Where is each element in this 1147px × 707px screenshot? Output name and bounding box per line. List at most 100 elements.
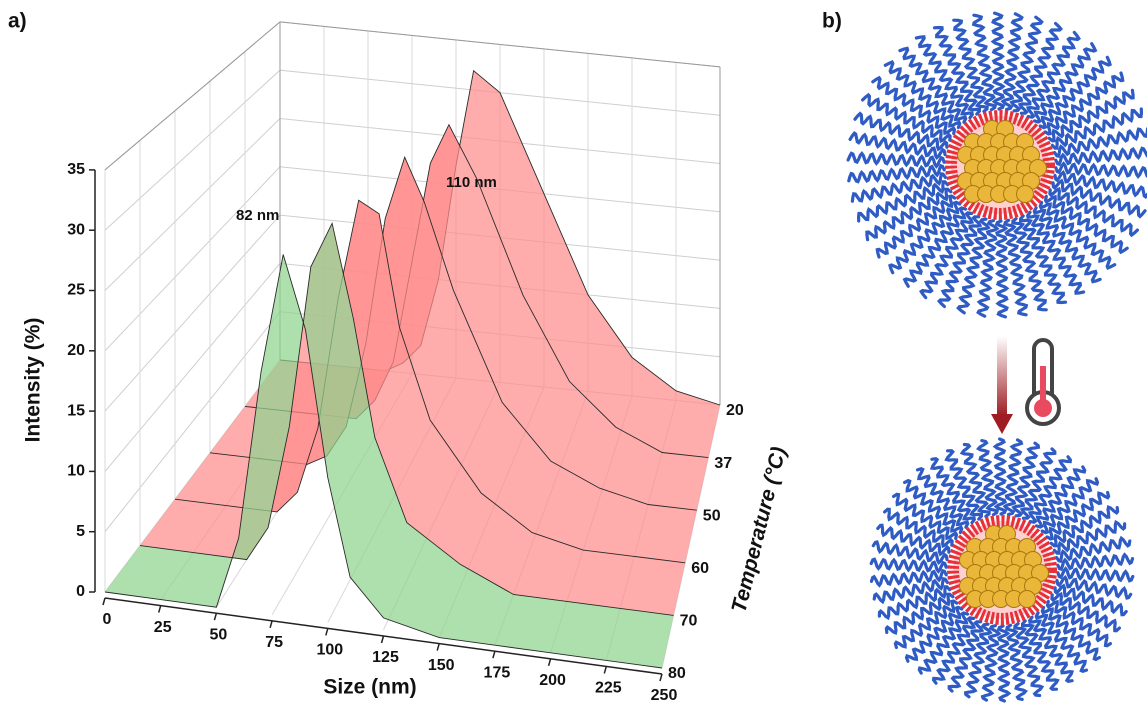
polymer-chain bbox=[917, 611, 970, 675]
y-tick-label: 10 bbox=[67, 463, 85, 480]
polymer-chain bbox=[869, 568, 948, 588]
polymer-chain bbox=[1048, 186, 1139, 238]
polymer-chain bbox=[1019, 447, 1057, 520]
nanoparticle bbox=[869, 437, 1135, 703]
x-tick bbox=[492, 650, 496, 659]
gold-atom bbox=[1018, 590, 1036, 608]
polymer-chain bbox=[1004, 623, 1029, 701]
polymer-chain bbox=[1019, 214, 1068, 305]
depth-tick-label: 80 bbox=[668, 665, 686, 682]
polymer-chain bbox=[872, 577, 949, 605]
polymer-chain bbox=[1038, 55, 1112, 130]
y-tick-label: 25 bbox=[67, 282, 85, 299]
x-tick-label: 150 bbox=[428, 657, 455, 674]
polymer-chain bbox=[980, 624, 1002, 702]
polymer-chain bbox=[883, 60, 962, 130]
x-tick-label: 0 bbox=[103, 611, 112, 628]
polymer-chain bbox=[1054, 161, 1147, 179]
panel-label: a) bbox=[8, 10, 27, 33]
illustration bbox=[846, 11, 1147, 703]
box-edge bbox=[279, 21, 721, 68]
surface bbox=[104, 69, 721, 669]
polymer-chain bbox=[1051, 178, 1147, 219]
polymer-chain bbox=[994, 219, 1010, 319]
polymer-chain bbox=[1056, 566, 1135, 583]
polymer-chain bbox=[1028, 615, 1075, 683]
panel-label: b) bbox=[822, 10, 842, 33]
polymer-chain bbox=[971, 13, 998, 112]
polymer-chain bbox=[915, 466, 970, 529]
x-tick bbox=[157, 605, 162, 613]
x-tick-label: 225 bbox=[595, 680, 622, 697]
polymer-chain bbox=[1034, 465, 1087, 529]
polymer-chain bbox=[875, 194, 957, 259]
polymer-chain bbox=[919, 211, 975, 300]
depth-tick-label: 60 bbox=[691, 560, 709, 577]
polymer-chain bbox=[856, 180, 950, 223]
polymer-chain bbox=[893, 599, 959, 650]
depth-tick-label: 50 bbox=[703, 507, 721, 524]
polymer-chain bbox=[865, 187, 953, 242]
polymer-chain bbox=[992, 437, 1008, 516]
polymer-chain bbox=[959, 442, 991, 518]
polymer-chain bbox=[931, 616, 977, 685]
polymer-chain bbox=[1053, 169, 1147, 199]
y-tick-label: 20 bbox=[67, 342, 85, 359]
polymer-chain bbox=[1013, 622, 1045, 698]
x-tick-label: 125 bbox=[372, 649, 399, 666]
polymer-chain bbox=[936, 215, 983, 309]
polymer-chain bbox=[1026, 210, 1086, 295]
polymer-chain bbox=[1017, 21, 1064, 115]
series-line bbox=[139, 221, 674, 616]
polymer-chain bbox=[1034, 611, 1089, 674]
polymer-chain bbox=[963, 622, 993, 699]
polymer-chain bbox=[892, 492, 959, 541]
polymer-chain bbox=[956, 217, 991, 315]
x-tick-label: 25 bbox=[154, 619, 172, 636]
polymer-chain bbox=[846, 151, 946, 169]
polymer-chain bbox=[888, 200, 962, 275]
polymer-chain bbox=[877, 585, 952, 621]
x-tick bbox=[325, 628, 329, 636]
x-tick-label: 175 bbox=[484, 664, 511, 681]
polymer-chain bbox=[1032, 42, 1098, 124]
x-tick-label: 200 bbox=[539, 672, 566, 689]
polymer-chain bbox=[871, 540, 949, 566]
x-tick-label: 50 bbox=[210, 626, 228, 643]
depth-tick-label: 20 bbox=[726, 402, 744, 419]
polymer-chain bbox=[1025, 30, 1081, 119]
nanoparticle bbox=[846, 11, 1147, 319]
polymer-chain bbox=[1043, 71, 1125, 136]
x-tick-label: 75 bbox=[265, 634, 283, 651]
polymer-chain bbox=[1055, 574, 1133, 600]
polymer-chain bbox=[1002, 438, 1024, 516]
polymer-chain bbox=[902, 206, 968, 288]
polymer-chain bbox=[1045, 490, 1111, 541]
polymer-chain bbox=[848, 131, 947, 161]
polymer-chain bbox=[876, 523, 951, 557]
x-tick bbox=[436, 643, 440, 651]
x-tick bbox=[269, 620, 273, 629]
polymer-chain bbox=[1040, 605, 1101, 662]
polymer-chain bbox=[884, 592, 955, 636]
polymer-chain bbox=[1043, 194, 1129, 255]
polymer-chain bbox=[932, 25, 981, 116]
polymer-chain bbox=[1054, 146, 1147, 167]
polymer-chain bbox=[914, 35, 974, 120]
polymer-chain bbox=[952, 18, 989, 113]
x-tick bbox=[547, 658, 552, 667]
polymer-chain bbox=[1045, 599, 1112, 648]
polymer-chain bbox=[944, 449, 983, 521]
x-tick bbox=[380, 635, 385, 644]
polymer-chain bbox=[1032, 206, 1102, 284]
polymer-chain bbox=[1009, 15, 1044, 113]
polymer-chain bbox=[1052, 519, 1127, 555]
polymer-chain bbox=[850, 172, 947, 203]
depth-tick-label: 70 bbox=[680, 613, 698, 630]
polymer-chain bbox=[976, 219, 1000, 318]
polymer-chain bbox=[929, 457, 976, 525]
polymer-chain bbox=[869, 557, 948, 574]
surface-patch bbox=[105, 223, 674, 669]
surface-patch bbox=[175, 157, 697, 563]
polymer-chain bbox=[861, 92, 952, 144]
